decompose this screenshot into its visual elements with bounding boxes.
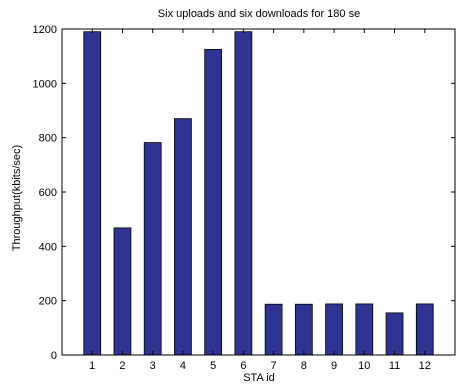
x-tick-label: 1 [89, 360, 95, 372]
x-tick-label: 7 [271, 360, 277, 372]
bar-sta-5 [204, 48, 223, 356]
y-tick-label: 800 [39, 133, 57, 145]
x-tick-label: 8 [301, 360, 307, 372]
bar-sta-12 [415, 303, 434, 356]
y-tick-label: 0 [51, 350, 57, 362]
y-axis: 0 200 400 600 800 1000 1200 [33, 24, 455, 362]
bar-sta-7 [264, 303, 283, 356]
bar-sta-1 [83, 31, 102, 356]
x-tick-label: 12 [419, 360, 431, 372]
x-tick-label: 3 [150, 360, 156, 372]
bars-group [83, 31, 434, 356]
bar-sta-11 [385, 312, 404, 356]
bar-sta-8 [294, 303, 313, 356]
x-tick-label: 10 [358, 360, 370, 372]
x-tick-label: 6 [240, 360, 246, 372]
y-tick-label: 1000 [33, 78, 57, 90]
x-tick-label: 9 [331, 360, 337, 372]
y-tick-label: 600 [39, 187, 57, 199]
x-tick-label: 4 [180, 360, 186, 372]
bar-sta-9 [325, 303, 343, 356]
y-tick-label: 1200 [33, 24, 57, 36]
x-tick-label: 5 [210, 360, 216, 372]
x-axis: 1 2 3 4 5 6 7 8 9 10 11 12 [89, 29, 431, 372]
x-tick-label: 2 [119, 360, 125, 372]
bar-sta-3 [143, 142, 162, 356]
bar-sta-6 [234, 31, 253, 356]
y-tick-label: 200 [39, 296, 57, 308]
x-tick-label: 11 [389, 360, 400, 372]
chart-title: Six uploads and six downloads for 180 se [158, 8, 360, 20]
bar-sta-10 [355, 303, 374, 356]
y-axis-label: Throughput(kbits/sec) [11, 145, 23, 251]
bar-sta-4 [174, 118, 192, 356]
bar-sta-2 [113, 227, 132, 356]
x-axis-label: STA id [243, 372, 275, 384]
y-tick-label: 400 [39, 241, 57, 253]
